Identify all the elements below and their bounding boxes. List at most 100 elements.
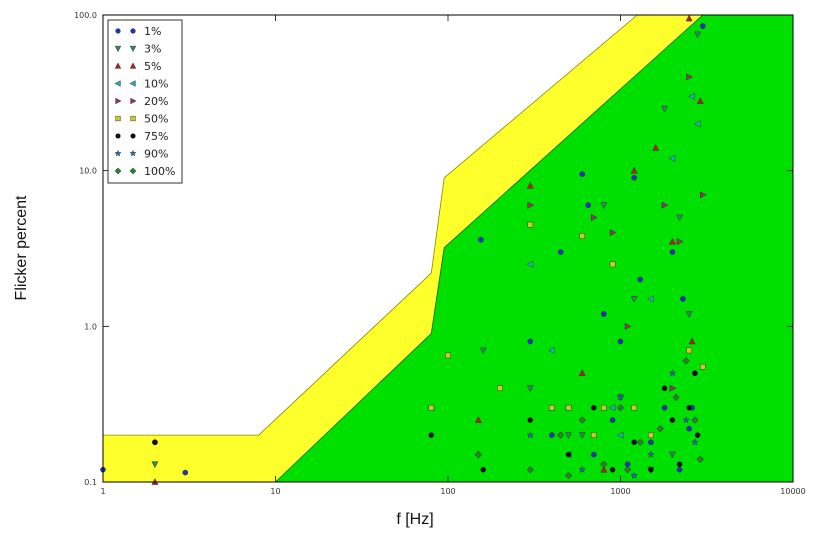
point-square [445, 352, 451, 359]
legend-item: 100% [114, 165, 175, 178]
legend-marker [129, 62, 137, 69]
point-square [648, 432, 654, 438]
data-points [100, 14, 707, 485]
legend-label: 20% [144, 95, 168, 108]
point-circle [669, 249, 676, 255]
point-star [691, 438, 699, 446]
x-axis-label: f [Hz] [396, 511, 433, 528]
point-circle [692, 370, 698, 376]
point-triangle-down [151, 461, 159, 469]
point-circle [565, 451, 572, 458]
point-diamond [474, 450, 483, 459]
point-circle [478, 236, 484, 243]
point-triangle-left [608, 404, 616, 412]
point-circle [661, 404, 668, 411]
point-triangle-up [696, 97, 704, 104]
legend-item: 20% [115, 95, 168, 108]
legend-marker [129, 45, 137, 53]
point-triangle-down [630, 296, 638, 303]
legend-label: 90% [144, 148, 168, 161]
point-triangle-up [652, 144, 660, 151]
x-axis-ticks: 1 10 100 1000 10000 [100, 15, 806, 496]
point-triangle-down [600, 202, 608, 210]
point-diamond [682, 357, 690, 365]
point-circle [527, 338, 534, 345]
legend-item: 3% [114, 43, 161, 56]
point-triangle-up [578, 369, 586, 376]
legend-item: 5% [114, 60, 161, 73]
legend-label: 75% [144, 130, 168, 143]
point-circle [617, 338, 624, 345]
point-diamond [696, 455, 704, 463]
point-diamond [691, 416, 699, 424]
point-circle [676, 466, 683, 473]
point-circle [631, 439, 637, 446]
point-diamond [564, 471, 573, 480]
legend-item: 10% [114, 78, 168, 91]
point-triangle-right [669, 384, 677, 392]
point-triangle-left [548, 346, 555, 354]
point-triangle-down [676, 214, 684, 222]
legend-label: 1% [144, 25, 161, 38]
legend-marker [115, 115, 121, 122]
legend-marker [114, 80, 121, 87]
point-triangle-down [526, 385, 534, 393]
y-tick-label: 100.0 [74, 11, 97, 20]
point-circle [428, 432, 435, 438]
legend-marker [115, 97, 122, 105]
legend-marker [129, 80, 136, 87]
point-triangle-down [479, 347, 487, 355]
legend-marker [130, 28, 136, 34]
point-star [630, 471, 638, 479]
point-circle [585, 202, 592, 209]
point-diamond [526, 466, 534, 474]
legend-item: 1% [115, 25, 161, 38]
point-triangle-right [661, 201, 669, 209]
plot-area [100, 14, 794, 485]
point-circle [661, 385, 668, 392]
legend-item: 75% [115, 130, 168, 143]
x-tick-label: 1000 [610, 487, 630, 496]
point-circle [609, 466, 616, 473]
point-circle [669, 417, 676, 423]
point-diamond [623, 466, 632, 474]
point-circle [700, 23, 706, 29]
point-triangle-down [694, 31, 702, 39]
legend-marker [130, 97, 137, 105]
legend: 1% 3% 5% 10% 20% 50% 75% 90% 100% [107, 19, 183, 184]
x-tick-label: 1 [100, 487, 105, 496]
point-triangle-right [686, 73, 693, 81]
x-tick-label: 10 [270, 487, 280, 496]
point-circle [579, 171, 586, 177]
point-triangle-right [700, 191, 707, 199]
point-triangle-up [668, 237, 676, 245]
point-triangle-right [590, 214, 598, 221]
point-square [527, 221, 534, 228]
point-circle [648, 466, 654, 473]
point-circle [686, 425, 692, 432]
legend-marker [130, 133, 136, 139]
point-triangle-left [616, 431, 624, 439]
point-circle [694, 432, 701, 438]
point-circle [527, 417, 534, 423]
point-triangle-left [526, 260, 534, 268]
point-diamond [600, 460, 608, 468]
point-triangle-down [661, 105, 668, 113]
point-triangle-up [600, 465, 608, 473]
point-circle [152, 439, 158, 446]
legend-marker [114, 167, 122, 175]
point-star [578, 465, 586, 473]
legend-label: 50% [144, 113, 168, 126]
point-circle [648, 439, 654, 446]
y-axis-label: Flicker percent [13, 195, 30, 300]
point-triangle-down [565, 432, 573, 439]
legend-item: 90% [114, 148, 168, 161]
point-circle [590, 451, 597, 458]
point-triangle-right [527, 201, 535, 209]
y-tick-label: 10.0 [79, 167, 97, 176]
point-square [609, 261, 616, 268]
point-diamond [636, 438, 644, 446]
point-circle [686, 404, 692, 411]
point-diamond [616, 404, 625, 412]
